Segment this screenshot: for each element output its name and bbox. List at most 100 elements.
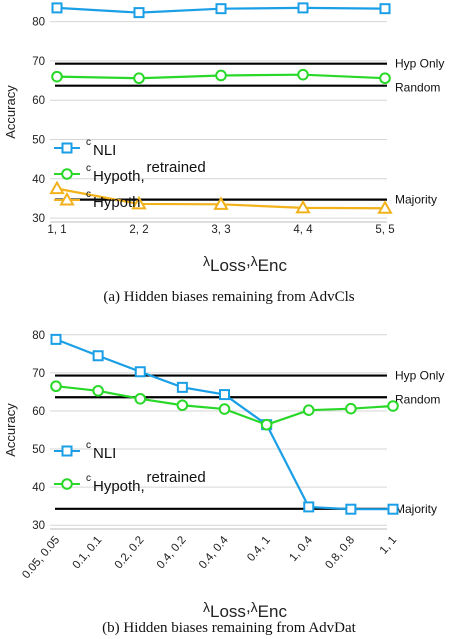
data-point [133,72,145,85]
data-point [218,403,231,415]
data-point [213,196,229,210]
reference-line-label: Hyp Only [395,57,444,71]
x-tick-label: 4, 4 [293,224,313,236]
legend-label-suffix: retrained [147,469,206,486]
x-label-sym1: λ [203,253,210,269]
svg-text:λLoss,λEnc: λLoss,λEnc [203,251,287,275]
x-tick-label: 3, 3 [211,224,230,236]
data-point [134,392,147,405]
reference-line-label: Random [395,392,440,406]
data-point [297,2,309,14]
y-tick-label: 70 [32,56,45,68]
y-tick-label: 40 [32,482,45,494]
reference-line-label: Hyp Only [395,369,444,383]
y-axis-label: Accuracy [3,85,18,139]
legend-label-superscript: c [86,440,91,451]
legend-label-separator: , [141,168,145,185]
data-point [219,389,230,401]
reference-line-label: Random [395,81,440,95]
legend-marker [61,445,73,457]
y-tick-label: 60 [32,406,45,418]
data-point [377,200,393,214]
legend-label-superscript: c [86,473,91,484]
data-point [215,3,227,15]
x-label-sym2: λ [251,253,258,269]
x-tick-label: 0.8, 0.8 [323,534,357,571]
data-point [302,404,315,417]
x-label-sub1: Loss [210,256,246,275]
x-tick-label: 1, 0.4 [287,534,315,564]
x-axis-label: λLoss,λEnc [203,251,287,275]
y-tick-label: 30 [32,520,45,532]
x-tick-label: 1, 1 [378,534,400,556]
x-label-sym2: λ [251,599,258,615]
legend-label: Hypoth [93,194,141,211]
x-label-sub2: Enc [258,256,288,275]
data-point [131,195,147,210]
legend-label-separator: , [141,478,145,495]
data-point [345,402,357,415]
figure-caption: (a) Hidden biases remaining from AdvCls [103,289,354,305]
data-point [92,384,104,397]
y-tick-label: 80 [32,330,45,342]
y-tick-label: 50 [32,444,45,456]
legend-label-superscript: c [86,137,91,148]
legend-label: Hypoth [93,478,141,495]
svg-text:λLoss,λEnc: λLoss,λEnc [203,597,287,621]
legend-label: NLI [93,142,116,159]
y-tick-label: 30 [32,213,45,225]
data-point [51,2,63,14]
x-tick-label: 0.4, 0.2 [155,534,189,571]
figure-caption: (b) Hidden biases remaining from AdvDat [102,620,357,636]
data-point [50,380,62,393]
y-tick-label: 50 [32,135,45,147]
x-axis-label: λLoss,λEnc [203,597,287,621]
x-tick-label: 0.4, 0.4 [197,534,231,572]
data-point [295,199,311,214]
data-point [387,503,399,515]
legend-label-suffix: retrained [147,159,206,176]
legend-marker [59,191,75,206]
x-tick-label: 0.05, 0.05 [20,534,62,581]
data-point [176,399,189,412]
data-point [387,400,399,412]
x-label-sep: , [246,251,251,270]
y-tick-label: 70 [32,368,45,380]
data-point [133,7,145,19]
legend-label: NLI [93,445,116,462]
reference-line-label: Majority [395,502,437,516]
y-tick-label: 60 [32,95,45,107]
data-point [345,503,357,515]
data-point [215,69,227,82]
data-point [297,68,309,81]
data-point [134,366,146,378]
legend-label-superscript: c [86,163,91,174]
data-point [260,418,273,431]
y-tick-label: 40 [32,174,45,186]
data-point [51,70,63,83]
data-point [176,381,188,393]
y-tick-label: 80 [32,17,45,29]
x-label-sub1: Loss [210,602,246,621]
chart-a: 30 40 50 60 70 80 Accuracy 1, 1 2, 2 3, 3 4, 4 5, 5… [3,2,444,305]
legend-marker [61,168,73,180]
x-tick-label: 2, 2 [129,224,148,236]
x-tick-label: 0.4, 1 [245,534,273,564]
data-point [50,333,62,345]
reference-line-label: Majority [395,193,437,207]
x-tick-label: 0.2, 0.2 [113,534,147,571]
x-label-sub2: Enc [258,602,288,621]
y-axis-label: Accuracy [3,403,18,457]
data-point [49,180,65,195]
x-label-sym1: λ [203,599,210,615]
x-tick-label: 0.1, 0.1 [71,534,105,571]
data-point [92,350,104,362]
legend-label: Hypoth [93,168,141,185]
legend-label-superscript: c [86,189,91,200]
data-point [303,501,315,513]
legend-marker [61,142,73,154]
